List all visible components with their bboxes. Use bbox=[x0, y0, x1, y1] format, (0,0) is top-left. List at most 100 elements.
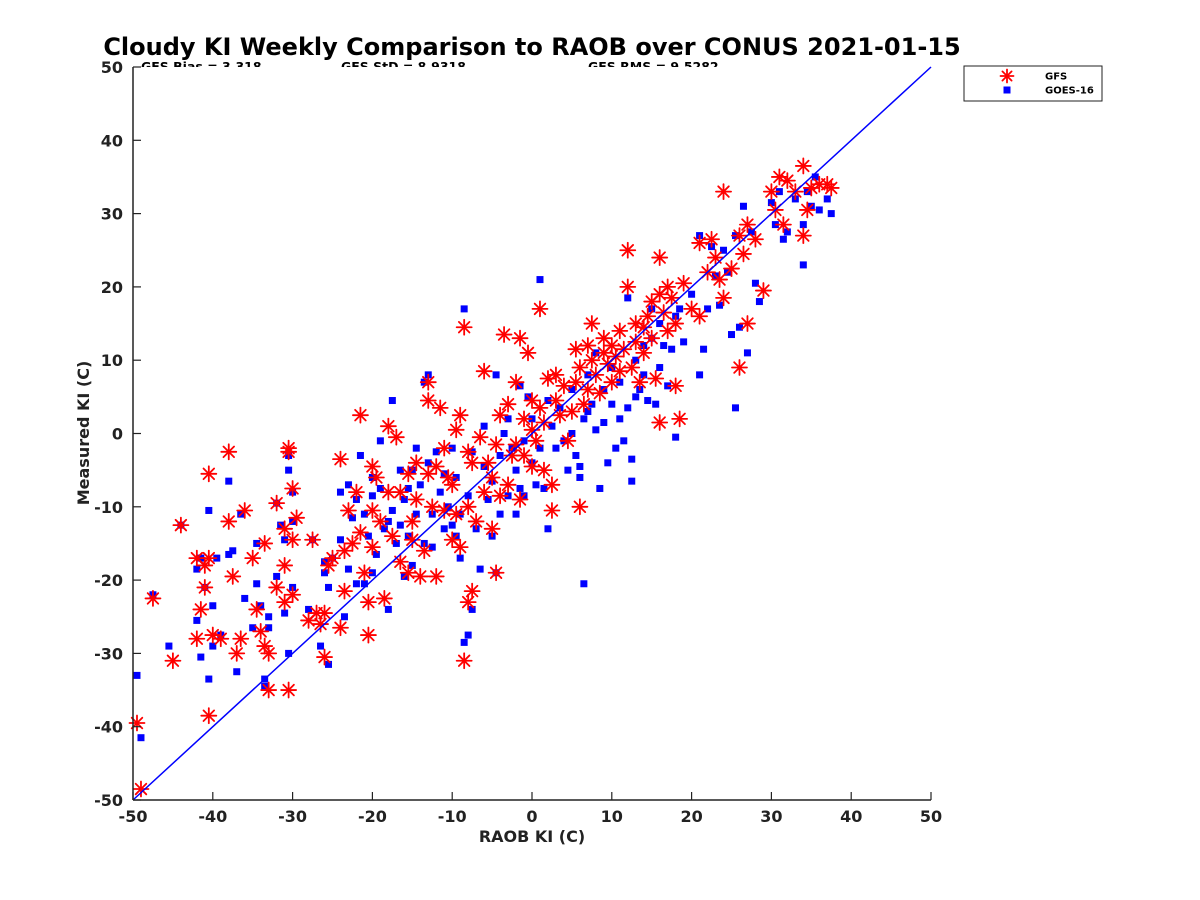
gfs-point bbox=[387, 428, 405, 446]
gfs-point bbox=[284, 531, 302, 549]
goes16-point bbox=[644, 397, 652, 405]
goes16-point bbox=[799, 261, 807, 269]
goes16-point bbox=[827, 210, 835, 218]
gfs-point bbox=[419, 465, 437, 483]
gfs-point bbox=[591, 384, 609, 402]
goes16-point bbox=[568, 430, 576, 437]
goes16-point bbox=[716, 301, 724, 309]
goes16-point bbox=[340, 613, 348, 621]
goes16-point bbox=[416, 481, 424, 489]
gfs-point bbox=[363, 538, 381, 556]
goes16-point bbox=[376, 484, 384, 492]
gfs-point bbox=[531, 399, 549, 417]
y-tick-label: 40 bbox=[101, 131, 123, 150]
legend-label: GOES-16 bbox=[1045, 86, 1094, 97]
gfs-point bbox=[467, 513, 485, 530]
gfs-point bbox=[407, 454, 425, 472]
x-tick-label: 10 bbox=[601, 807, 623, 826]
gfs-point bbox=[691, 234, 708, 252]
gfs-point bbox=[483, 469, 501, 486]
goes16-point bbox=[253, 580, 261, 588]
goes16-point bbox=[704, 305, 712, 313]
gfs-point bbox=[647, 370, 665, 387]
goes16-point bbox=[743, 349, 751, 357]
gfs-point bbox=[583, 315, 601, 332]
gfs-point bbox=[391, 483, 409, 501]
gfs-point bbox=[563, 403, 581, 420]
gfs-point bbox=[419, 373, 437, 391]
goes16-point bbox=[484, 495, 492, 503]
goes16-point bbox=[532, 481, 540, 489]
gfs-point bbox=[463, 454, 481, 472]
gfs-point bbox=[667, 315, 685, 332]
goes16-point bbox=[197, 653, 205, 661]
gfs-point bbox=[200, 465, 218, 483]
gfs-point bbox=[523, 458, 541, 475]
gfs-point bbox=[471, 428, 489, 446]
goes16-point bbox=[317, 642, 325, 650]
goes16-point bbox=[325, 583, 333, 591]
goes16-point bbox=[608, 400, 616, 408]
gfs-point bbox=[519, 344, 537, 362]
goes16-point bbox=[396, 521, 404, 529]
goes16-point bbox=[133, 671, 141, 679]
gfs-point bbox=[711, 271, 728, 288]
legend: GFS GOES-16 bbox=[963, 65, 1103, 102]
gfs-point bbox=[651, 414, 669, 431]
y-tick-label: -20 bbox=[94, 571, 123, 590]
goes16-point bbox=[755, 298, 763, 306]
gfs-point bbox=[627, 333, 645, 351]
goes16-point bbox=[456, 554, 464, 562]
gfs-point bbox=[220, 513, 238, 530]
goes16-point bbox=[552, 444, 560, 452]
gfs-point bbox=[731, 227, 748, 244]
gfs-point bbox=[571, 498, 589, 516]
gfs-point bbox=[707, 249, 724, 266]
gfs-point bbox=[631, 373, 649, 391]
x-tick-label: 20 bbox=[680, 807, 702, 826]
gfs-point bbox=[228, 645, 246, 662]
goes16-point bbox=[193, 565, 201, 573]
x-tick-label: 30 bbox=[760, 807, 782, 826]
goes16-point bbox=[368, 492, 376, 500]
goes16-point bbox=[616, 415, 624, 423]
goes16-point bbox=[432, 448, 440, 456]
goes16-point bbox=[344, 481, 352, 489]
gfs-point bbox=[196, 579, 214, 596]
goes16-point bbox=[688, 290, 696, 298]
gfs-point bbox=[268, 579, 286, 596]
goes16-point bbox=[624, 294, 632, 302]
gfs-point bbox=[260, 681, 278, 699]
gfs-point bbox=[164, 652, 182, 670]
goes16-point bbox=[536, 276, 544, 284]
goes16-point bbox=[249, 624, 257, 632]
gfs-point bbox=[579, 337, 597, 354]
gfs-point bbox=[236, 502, 254, 519]
gfs-point bbox=[363, 502, 381, 519]
goes16-point bbox=[321, 569, 329, 577]
gfs-point bbox=[280, 681, 298, 699]
goes16-point bbox=[388, 506, 396, 514]
gfs-point bbox=[567, 373, 585, 391]
gfs-point bbox=[284, 480, 302, 497]
goes16-point bbox=[628, 455, 636, 463]
gfs-point bbox=[639, 307, 657, 325]
gfs-point bbox=[415, 542, 433, 560]
goes16-point bbox=[660, 342, 668, 350]
gfs-point bbox=[603, 337, 621, 354]
gfs-point bbox=[431, 399, 449, 417]
gfs-point bbox=[703, 230, 720, 248]
gfs-point bbox=[427, 458, 445, 475]
gfs-point bbox=[507, 373, 525, 391]
goes16-point bbox=[273, 572, 281, 580]
x-tick-label: -50 bbox=[119, 807, 148, 826]
goes16-point bbox=[412, 444, 420, 452]
gfs-point bbox=[451, 538, 469, 556]
gfs-point bbox=[336, 542, 353, 560]
x-tick-label: -10 bbox=[438, 807, 467, 826]
goes16-point bbox=[656, 320, 664, 328]
goes16-point bbox=[600, 419, 608, 427]
gfs-point bbox=[491, 406, 509, 424]
gfs-point bbox=[324, 549, 341, 567]
